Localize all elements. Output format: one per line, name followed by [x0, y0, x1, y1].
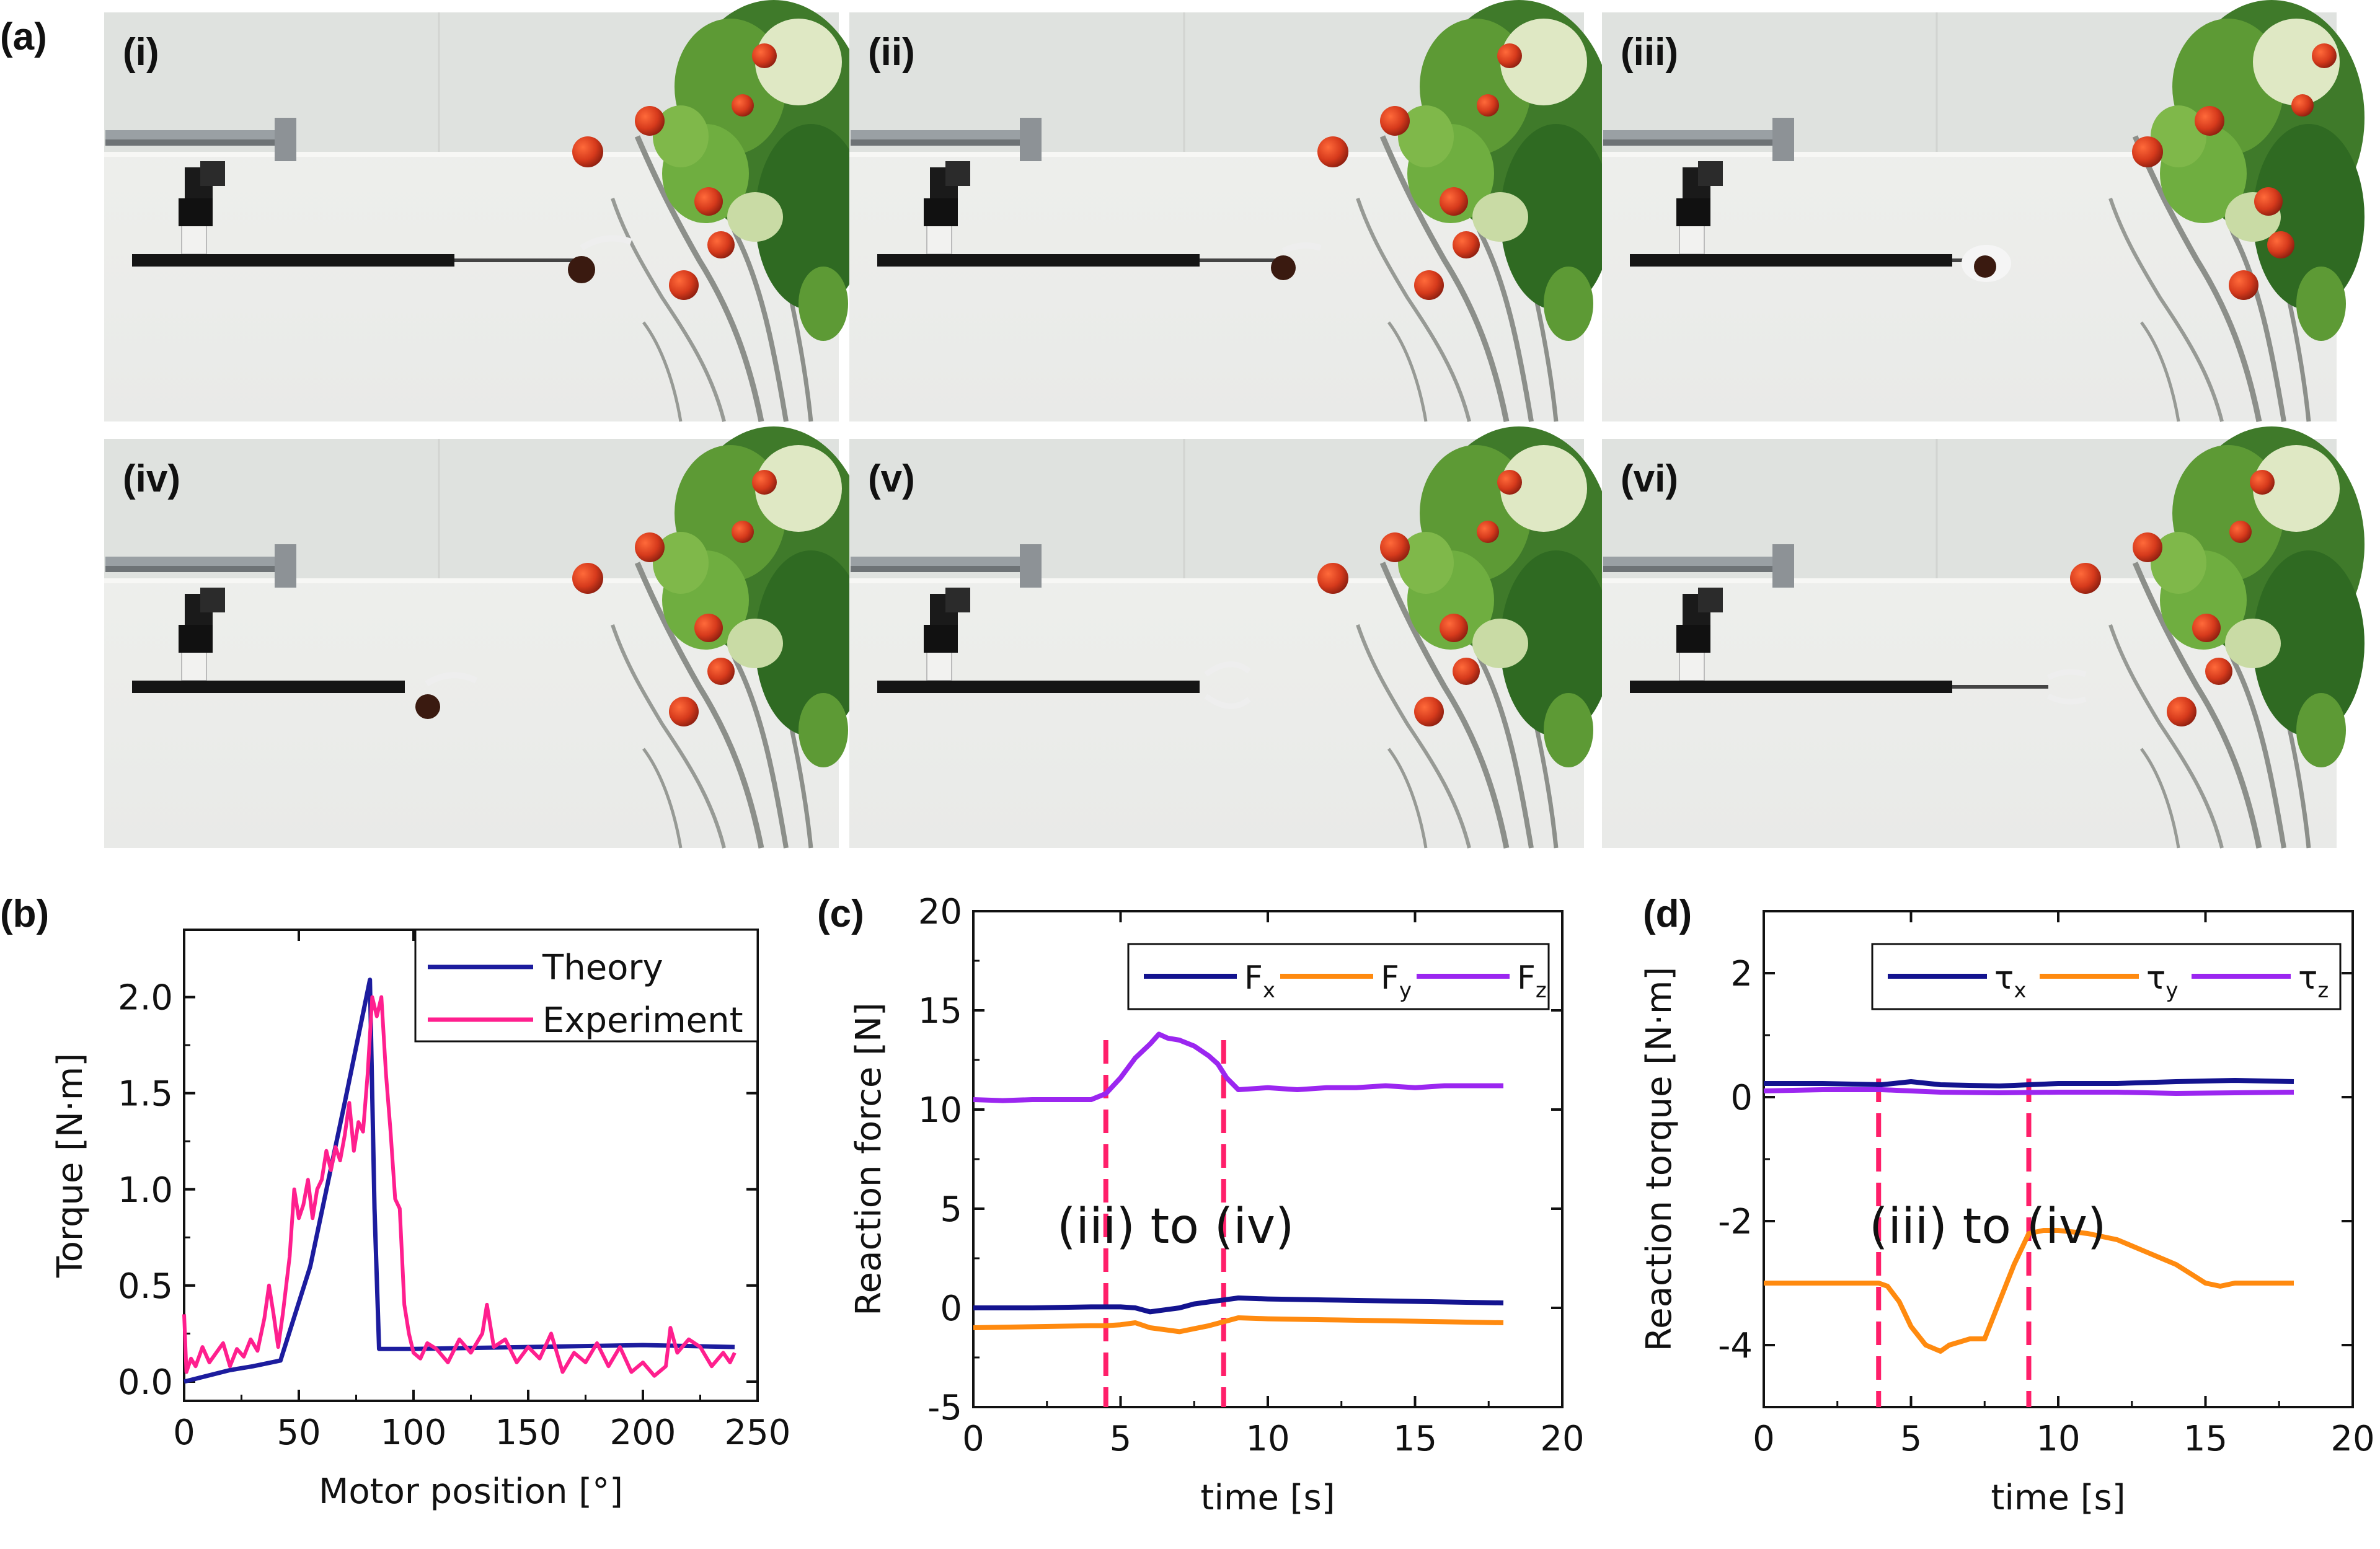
y-tick-label: -5 — [927, 1388, 962, 1428]
series-line-fy — [973, 1315, 1504, 1335]
y-tick-label: 0.5 — [118, 1266, 173, 1307]
x-tick-label: 5 — [1110, 1419, 1132, 1459]
series-line-fz — [973, 1031, 1503, 1103]
series-line-fx — [973, 1295, 1504, 1315]
y-tick-label: 2 — [1730, 954, 1753, 994]
panel-label-d: (d) — [1643, 893, 1692, 935]
x-tick-label: 20 — [1540, 1419, 1584, 1459]
y-tick-label: 1.5 — [118, 1074, 173, 1114]
panel-label-a: (a) — [0, 15, 47, 58]
legend-label-fz: Fz — [1517, 960, 1547, 1003]
x-tick-label: 15 — [2183, 1419, 2227, 1459]
photo-i: (i) — [103, 0, 867, 421]
y-axis-label: Reaction force [N] — [849, 1002, 889, 1315]
x-axis-label: time [s] — [1991, 1478, 2125, 1518]
photo-label-v: (v) — [868, 457, 915, 500]
x-tick-label: 15 — [1393, 1419, 1437, 1459]
legend-label-experiment: Experiment — [542, 1000, 743, 1041]
x-axis-label: time [s] — [1200, 1478, 1335, 1518]
x-tick-label: 0 — [173, 1413, 195, 1453]
photo-label-iii: (iii) — [1621, 31, 1678, 74]
x-tick-label: 0 — [962, 1419, 984, 1459]
y-axis-label: Reaction torque [N·m] — [1639, 967, 1679, 1352]
photo-vi: (vi) — [1601, 426, 2365, 848]
y-axis-label: Torque [N·m] — [50, 1053, 91, 1278]
x-tick-label: 150 — [495, 1413, 562, 1453]
legend-label-tz: τz — [2298, 960, 2329, 1003]
legend-label-tx: τx — [1994, 960, 2026, 1003]
x-tick-label: 200 — [610, 1413, 676, 1453]
y-tick-label: 10 — [918, 1090, 962, 1131]
series-line-τz — [1763, 1087, 2294, 1096]
y-tick-label: 20 — [918, 892, 962, 932]
photo-v: (v) — [848, 426, 1612, 848]
annotation-c: (iii) to (iv) — [1057, 1199, 1294, 1255]
chart-reaction-torque: 0 5 10 15 20 -4 -2 0 2 time [s] Reaction torque [N… — [1639, 910, 2375, 1518]
x-tick-label: 50 — [276, 1413, 321, 1453]
legend-box — [414, 929, 759, 1043]
annotation-d: (iii) to (iv) — [1869, 1199, 2106, 1255]
legend-label-ty: τy — [2146, 960, 2178, 1003]
y-tick-label: -2 — [1718, 1202, 1753, 1242]
y-tick-label: 1.0 — [118, 1170, 173, 1211]
photo-iv: (iv) — [103, 426, 867, 848]
legend-label-theory: Theory — [542, 948, 663, 988]
photo-label-i: (i) — [123, 31, 159, 74]
y-tick-label: 15 — [918, 991, 962, 1031]
series-line-τx — [1764, 1078, 2294, 1088]
photo-label-iv: (iv) — [123, 457, 180, 500]
y-tick-label: 5 — [940, 1189, 962, 1230]
y-tick-label: -4 — [1718, 1326, 1753, 1366]
photo-label-vi: (vi) — [1621, 457, 1678, 500]
y-tick-label: 2.0 — [118, 978, 173, 1018]
x-axis-label: Motor position [°] — [319, 1472, 623, 1512]
series-line-τy — [1764, 1228, 2294, 1354]
x-tick-label: 10 — [2036, 1419, 2080, 1459]
x-tick-label: 5 — [1900, 1419, 1922, 1459]
y-tick-label: 0 — [1730, 1078, 1753, 1118]
x-tick-label: 20 — [2330, 1419, 2374, 1459]
panel-label-b: (b) — [0, 893, 49, 935]
photo-iii: (iii) — [1601, 0, 2365, 421]
x-tick-label: 0 — [1753, 1419, 1775, 1459]
panel-label-c: (c) — [817, 893, 864, 935]
y-tick-label: 0 — [940, 1289, 962, 1329]
x-tick-label: 250 — [725, 1413, 791, 1453]
legend-label-fx: Fx — [1244, 960, 1275, 1003]
photo-ii: (ii) — [848, 0, 1612, 421]
photo-label-ii: (ii) — [868, 31, 915, 74]
x-tick-label: 100 — [381, 1413, 447, 1453]
chart-torque-vs-motor-position: 0 50 100 150 200 250 0.0 0.5 1.0 1.5 2.0 Motor posi… — [50, 929, 791, 1512]
series-line-experiment — [182, 995, 737, 1378]
legend-label-fy: Fy — [1381, 960, 1412, 1003]
x-tick-label: 10 — [1245, 1419, 1290, 1459]
y-tick-label: 0.0 — [118, 1362, 173, 1403]
